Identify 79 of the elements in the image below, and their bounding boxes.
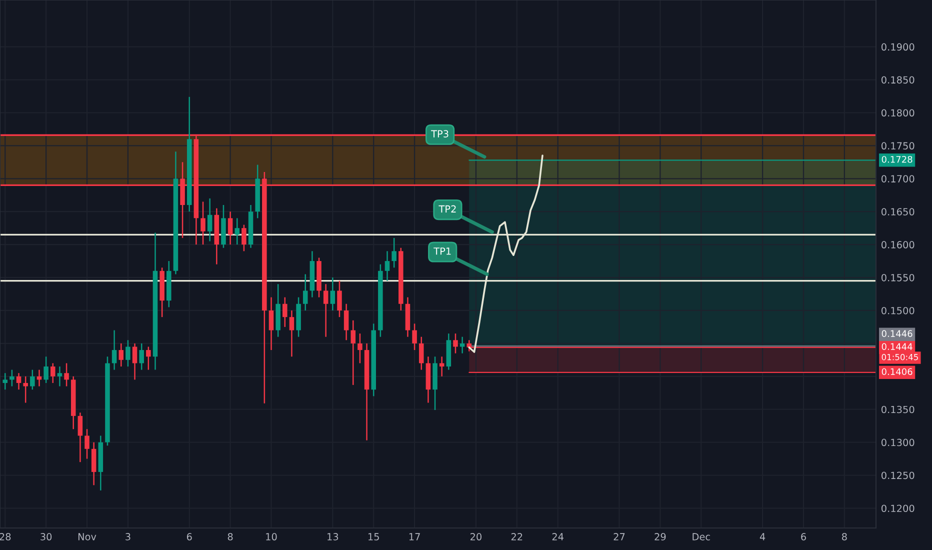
candlestick <box>139 342 144 370</box>
candlestick <box>112 330 117 370</box>
y-tick-label: 0.1600 <box>882 241 914 248</box>
candlestick <box>234 218 240 246</box>
candlestick <box>418 336 424 370</box>
candlestick <box>146 346 151 370</box>
y-tick-label: 0.1850 <box>882 76 914 84</box>
candlestick <box>64 362 69 387</box>
text: 01:50:45 <box>882 354 918 360</box>
annotation: TP2 <box>438 205 456 212</box>
x-tick-label: 8 <box>228 533 233 540</box>
candlestick <box>268 296 274 351</box>
candlestick <box>2 372 8 390</box>
x-tick-label: 10 <box>266 533 277 540</box>
x-tick-label: 24 <box>552 533 564 540</box>
x-tick-label: Nov <box>78 533 96 540</box>
y-tick-label: 0.1550 <box>882 274 914 282</box>
x-tick-label: 27 <box>614 533 625 540</box>
candlestick <box>16 372 22 390</box>
x-tick-label: 22 <box>511 533 522 540</box>
y-tick-label: 0.1750 <box>882 142 914 150</box>
ref-line-label: 0.1406 <box>882 368 912 376</box>
candlestick <box>126 340 130 368</box>
candlestick <box>30 369 35 390</box>
x-tick-label: 15 <box>368 533 379 540</box>
candlestick <box>242 224 246 252</box>
y-tick-label: 0.1800 <box>882 109 914 117</box>
x-tick-label: Dec <box>692 533 710 540</box>
x-tick-label: 17 <box>409 533 420 540</box>
x-tick-label: 6 <box>186 533 192 540</box>
x-tick-label: 28 <box>0 533 11 540</box>
ref-line-label: 0.1728 <box>882 156 912 163</box>
candlestick <box>412 323 417 351</box>
candlestick <box>282 296 288 328</box>
candlestick <box>384 250 390 282</box>
candlestick <box>200 201 206 246</box>
candlestick <box>132 342 138 380</box>
candlestick <box>330 276 336 312</box>
candlestick <box>392 237 396 268</box>
annotation: TP1 <box>434 248 451 255</box>
y-tick-label: 0.1500 <box>882 306 914 314</box>
annotation: TP3 <box>431 130 448 138</box>
y-tick-label: 0.1200 <box>882 504 914 512</box>
x-tick-label: 30 <box>40 533 52 540</box>
candlestick <box>23 376 28 404</box>
candlestick <box>10 369 14 387</box>
y-tick-label: 0.1300 <box>882 438 914 446</box>
candlestick <box>78 412 83 463</box>
y-tick-label: 0.1250 <box>882 472 914 480</box>
candlestick <box>84 428 90 460</box>
candlestick <box>323 283 328 338</box>
candlestick <box>337 280 342 318</box>
y-tick-label: 0.1650 <box>882 208 914 216</box>
x-tick-label: 8 <box>842 533 847 540</box>
candlestick <box>207 198 212 242</box>
candlestick <box>453 332 458 354</box>
x-tick-label: 6 <box>801 533 806 540</box>
candlestick <box>289 310 294 358</box>
candlestick <box>358 332 362 364</box>
x-tick-label: 29 <box>654 533 666 540</box>
candlestick <box>350 320 356 386</box>
x-tick-label: 4 <box>760 533 766 540</box>
ref-line-label: 0.1444 <box>882 343 912 350</box>
candlestick <box>228 210 233 246</box>
y-tick-label: 0.1900 <box>882 43 914 51</box>
candlestick <box>57 366 62 387</box>
candlestick <box>118 342 124 368</box>
ref-line-label: 0.1446 <box>882 330 912 338</box>
candlestick <box>91 442 96 486</box>
candlestick <box>344 303 349 341</box>
candlestick <box>44 356 48 384</box>
candlestick <box>50 362 56 384</box>
y-tick-label: 0.1350 <box>882 406 914 414</box>
y-tick-label: 0.1700 <box>882 175 914 182</box>
candlestick <box>439 356 444 378</box>
candlestick <box>302 274 308 312</box>
x-tick-label: 13 <box>328 533 338 540</box>
x-tick-label: 20 <box>470 533 482 540</box>
x-tick-label: 3 <box>126 533 130 540</box>
